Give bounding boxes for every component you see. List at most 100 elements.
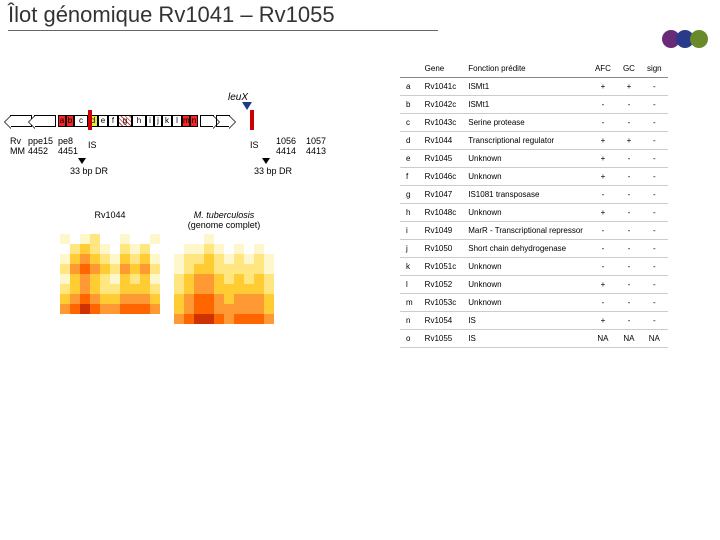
heatmap-right bbox=[174, 234, 274, 324]
mtb-label: M. tuberculosis bbox=[194, 210, 255, 220]
table-row: hRv1048cUnknown+-- bbox=[400, 204, 668, 222]
gene-box: g bbox=[118, 115, 132, 127]
heatmaps: Rv1044 M. tuberculosis (genome complet) bbox=[60, 210, 274, 324]
table-cell: Unknown bbox=[462, 150, 589, 168]
table-cell: - bbox=[641, 132, 668, 150]
is-label-left: IS bbox=[88, 140, 97, 150]
gene-box: n bbox=[190, 115, 198, 127]
table-cell: + bbox=[589, 168, 617, 186]
table-cell: MarR - Transcriptional repressor bbox=[462, 222, 589, 240]
table-cell: - bbox=[589, 114, 617, 132]
table-cell: Rv1052 bbox=[419, 276, 463, 294]
table-cell: - bbox=[641, 222, 668, 240]
table-row: bRv1042cISMt1--- bbox=[400, 96, 668, 114]
table-header: GC bbox=[617, 60, 641, 78]
dr-label-right: 33 bp DR bbox=[254, 166, 292, 176]
table-cell: - bbox=[589, 294, 617, 312]
table-row: lRv1052Unknown+-- bbox=[400, 276, 668, 294]
gene-box: f bbox=[108, 115, 118, 127]
table-cell: - bbox=[617, 150, 641, 168]
table-cell: - bbox=[641, 276, 668, 294]
table-cell: - bbox=[617, 276, 641, 294]
table-cell: j bbox=[400, 240, 419, 258]
table-cell: - bbox=[641, 258, 668, 276]
gene-table: GeneFonction préditeAFCGCsign aRv1041cIS… bbox=[400, 60, 668, 348]
gene-box: h bbox=[132, 115, 146, 127]
leux-triangle bbox=[242, 102, 252, 110]
table-row: aRv1041cISMt1++- bbox=[400, 78, 668, 96]
r1056: 1056 bbox=[276, 136, 296, 146]
table-cell: - bbox=[617, 204, 641, 222]
table-cell: Rv1055 bbox=[419, 330, 463, 348]
table-cell: IS bbox=[462, 330, 589, 348]
table-header: sign bbox=[641, 60, 668, 78]
table-cell: + bbox=[589, 276, 617, 294]
is-bar bbox=[88, 110, 92, 130]
table-cell: Unknown bbox=[462, 258, 589, 276]
table-cell: - bbox=[589, 222, 617, 240]
table-row: nRv1054IS+-- bbox=[400, 312, 668, 330]
table-row: oRv1055ISNANANA bbox=[400, 330, 668, 348]
is-bar bbox=[250, 110, 254, 130]
table-cell: - bbox=[617, 240, 641, 258]
pe8-label: pe8 bbox=[58, 136, 73, 146]
table-row: jRv1050Short chain dehydrogenase--- bbox=[400, 240, 668, 258]
table-cell: + bbox=[589, 132, 617, 150]
table-cell: + bbox=[589, 78, 617, 96]
table-cell: Rv1042c bbox=[419, 96, 463, 114]
table-cell: a bbox=[400, 78, 419, 96]
dr-tri-right bbox=[262, 158, 270, 164]
table-cell: - bbox=[641, 114, 668, 132]
title-underline bbox=[8, 30, 438, 31]
heatmap-left-title: Rv1044 bbox=[60, 210, 160, 220]
table-cell: - bbox=[617, 96, 641, 114]
table-cell: o bbox=[400, 330, 419, 348]
table-cell: c bbox=[400, 114, 419, 132]
gene-strip: leuX abcdefghijklmn bbox=[10, 114, 390, 128]
gene-box: j bbox=[154, 115, 162, 127]
ppe15-label: ppe15 bbox=[28, 136, 53, 146]
table-cell: - bbox=[617, 168, 641, 186]
table-cell: f bbox=[400, 168, 419, 186]
corner-dot bbox=[690, 30, 708, 48]
table-cell: ISMt1 bbox=[462, 78, 589, 96]
mm-label: MM bbox=[10, 146, 25, 156]
table-cell: IS bbox=[462, 312, 589, 330]
heatmap-right-wrap: M. tuberculosis (genome complet) bbox=[174, 210, 274, 324]
table-cell: NA bbox=[589, 330, 617, 348]
table-cell: - bbox=[641, 294, 668, 312]
table-cell: Unknown bbox=[462, 204, 589, 222]
table-cell: + bbox=[617, 78, 641, 96]
table-cell: d bbox=[400, 132, 419, 150]
table-cell: Rv1043c bbox=[419, 114, 463, 132]
table-header: Fonction prédite bbox=[462, 60, 589, 78]
gene-box: b bbox=[66, 115, 74, 127]
table-cell: - bbox=[641, 96, 668, 114]
dr-label-left: 33 bp DR bbox=[70, 166, 108, 176]
table-cell: Unknown bbox=[462, 294, 589, 312]
table-cell: - bbox=[641, 186, 668, 204]
table-row: kRv1051cUnknown--- bbox=[400, 258, 668, 276]
table-cell: n bbox=[400, 312, 419, 330]
table-header: Gene bbox=[419, 60, 463, 78]
table-cell: Unknown bbox=[462, 168, 589, 186]
table-cell: - bbox=[641, 150, 668, 168]
gene-box: c bbox=[74, 115, 88, 127]
gene-box: l bbox=[172, 115, 182, 127]
gene-box: k bbox=[162, 115, 172, 127]
table-cell: Transcriptional regulator bbox=[462, 132, 589, 150]
heatmap-right-title: M. tuberculosis (genome complet) bbox=[174, 210, 274, 230]
table-cell: - bbox=[589, 186, 617, 204]
table-cell: - bbox=[641, 312, 668, 330]
gene-arrow-left bbox=[34, 115, 56, 127]
page-title: Îlot génomique Rv1041 – Rv1055 bbox=[8, 2, 335, 28]
table-cell: - bbox=[617, 114, 641, 132]
table-cell: Rv1050 bbox=[419, 240, 463, 258]
table-cell: ISMt1 bbox=[462, 96, 589, 114]
gene-box: i bbox=[146, 115, 154, 127]
table-cell: - bbox=[617, 294, 641, 312]
table-row: iRv1049MarR - Transcriptional repressor-… bbox=[400, 222, 668, 240]
genome-label: (genome complet) bbox=[188, 220, 261, 230]
table-cell: Rv1046c bbox=[419, 168, 463, 186]
table-cell: Rv1051c bbox=[419, 258, 463, 276]
